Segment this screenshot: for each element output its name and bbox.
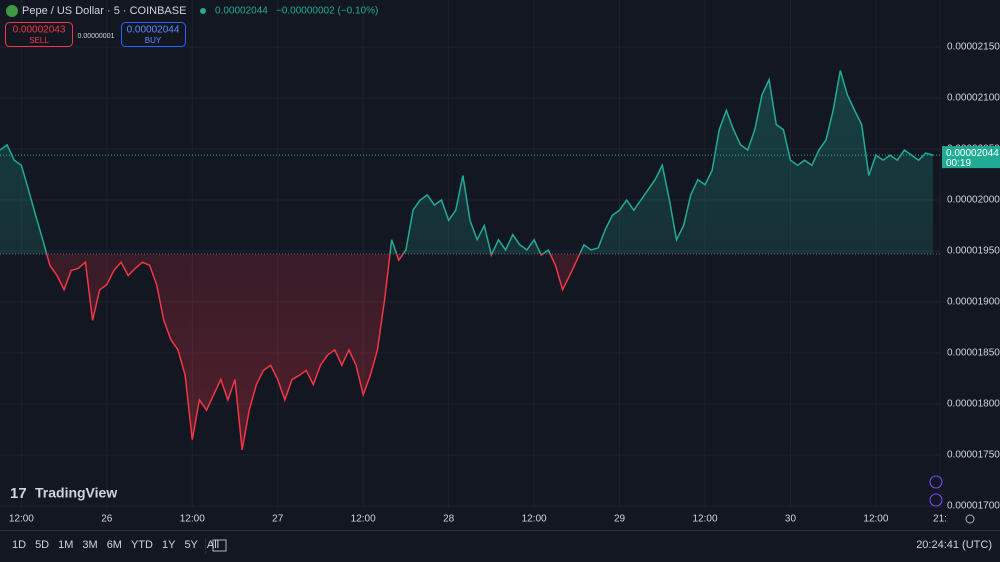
y-tick-label: 0.00001950 bbox=[947, 246, 1000, 257]
x-tick-label: 28 bbox=[443, 514, 455, 525]
timeframe-button[interactable]: 6M bbox=[107, 539, 122, 551]
x-tick-label: 27 bbox=[272, 514, 284, 525]
symbol-title: Pepe / US Dollar · 5 · COINBASE bbox=[22, 5, 186, 17]
clock: 20:24:41 (UTC) bbox=[916, 539, 992, 551]
price-line bbox=[45, 254, 581, 451]
status-dot bbox=[200, 8, 206, 14]
timeframe-button[interactable]: 1Y bbox=[162, 539, 176, 551]
x-tick-label: 12:00 bbox=[863, 514, 888, 525]
timeframe-button[interactable]: YTD bbox=[131, 539, 153, 551]
logo-mark: 17 bbox=[10, 485, 27, 502]
header-change: −0.00000002 (−0.10%) bbox=[276, 6, 378, 17]
y-tick-label: 0.00002000 bbox=[947, 195, 1000, 206]
last-price-label: 0.00002044 bbox=[946, 148, 999, 159]
sell-price: 0.00002043 bbox=[13, 25, 66, 36]
area bbox=[0, 70, 933, 255]
last-price-box bbox=[942, 146, 1000, 169]
spread: 0.00000001 bbox=[78, 33, 115, 40]
x-tick-label: 12:00 bbox=[351, 514, 376, 525]
buy-label: BUY bbox=[145, 36, 162, 45]
timeframe-button[interactable]: 1D bbox=[12, 539, 26, 551]
date-range-icon[interactable] bbox=[212, 539, 227, 552]
y-tick-label: 0.00001850 bbox=[947, 348, 1000, 359]
timeframe-button[interactable]: 5Y bbox=[184, 539, 198, 551]
tool-icon[interactable] bbox=[929, 475, 943, 489]
logo: TradingView bbox=[35, 485, 117, 501]
symbol-icon bbox=[6, 5, 18, 17]
y-tick-label: 0.00002100 bbox=[947, 93, 1000, 104]
x-tick-label: 21: bbox=[933, 514, 947, 525]
y-tick-label: 0.00001800 bbox=[947, 399, 1000, 410]
y-tick-label: 0.00001900 bbox=[947, 297, 1000, 308]
timeframe-button[interactable]: 5D bbox=[35, 539, 49, 551]
sell-button[interactable] bbox=[5, 22, 73, 47]
tool-icon[interactable] bbox=[929, 493, 943, 507]
price-line bbox=[0, 70, 934, 255]
y-tick-label: 0.00001700 bbox=[947, 501, 1000, 512]
x-tick-label: 12:00 bbox=[9, 514, 34, 525]
settings-icon[interactable] bbox=[965, 514, 975, 524]
x-tick-label: 12:00 bbox=[180, 514, 205, 525]
header-price: 0.00002044 bbox=[215, 6, 268, 17]
x-tick-label: 26 bbox=[101, 514, 113, 525]
timeframe-button[interactable]: All bbox=[207, 539, 219, 551]
timeframe-button[interactable]: 1M bbox=[58, 539, 73, 551]
buy-button[interactable] bbox=[121, 22, 186, 47]
countdown: 00:19 bbox=[946, 158, 971, 169]
y-tick-label: 0.00001750 bbox=[947, 450, 1000, 461]
sell-label: SELL bbox=[29, 36, 49, 45]
x-tick-label: 12:00 bbox=[692, 514, 717, 525]
x-tick-label: 12:00 bbox=[522, 514, 547, 525]
area bbox=[0, 254, 933, 450]
x-tick-label: 29 bbox=[614, 514, 626, 525]
timeframe-button[interactable]: 3M bbox=[82, 539, 97, 551]
buy-price: 0.00002044 bbox=[127, 25, 180, 36]
y-tick-label: 0.00002150 bbox=[947, 42, 1000, 53]
x-tick-label: 30 bbox=[785, 514, 797, 525]
